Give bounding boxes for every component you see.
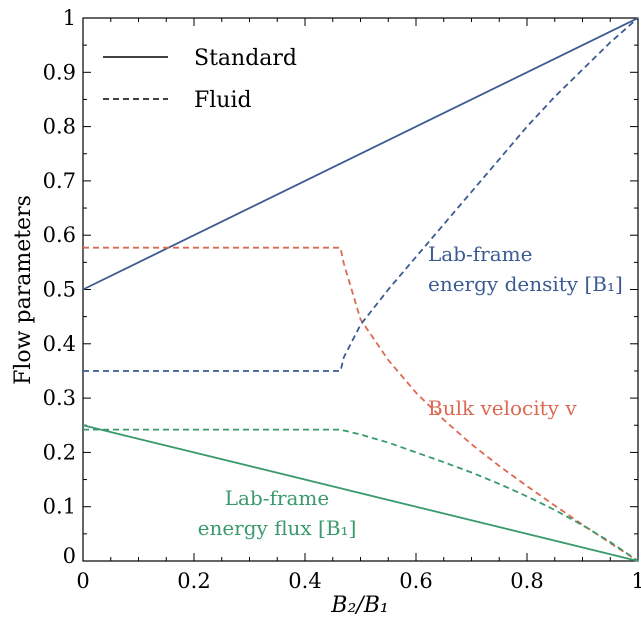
y-tick-label: 0.5 [43, 278, 76, 302]
series-layer [82, 17, 639, 562]
series-line-energy_density-solid [82, 17, 639, 291]
axis-ticks: 0 0.2 0.4 0.6 0.8 1 0 0.1 0.2 0.3 0.4 0.5 0.6 0.7 0.8 0… [43, 6, 641, 593]
y-tick-label: 0.9 [43, 60, 76, 84]
y-tick-label: 0.3 [43, 386, 76, 410]
x-tick-label: 0.2 [177, 569, 210, 593]
y-tick-label: 0 [63, 544, 76, 568]
annotations-layer: Lab-frame energy density [B₁] Bulk velocit… [198, 242, 623, 540]
x-tick-label: 0.4 [288, 569, 321, 593]
x-tick-label: 0.8 [510, 569, 543, 593]
y-tick-label: 0.6 [43, 223, 76, 247]
legend: Standard Fluid [103, 46, 297, 113]
legend-label: Standard [194, 46, 297, 71]
y-tick-label: 0.8 [43, 115, 76, 139]
x-tick-label: 0.6 [399, 569, 432, 593]
y-tick-label: 0.2 [43, 440, 76, 464]
x-axis-label: B₂/B₁ [330, 593, 388, 618]
x-tick-label: 1 [631, 569, 641, 593]
y-tick-label: 0.4 [43, 332, 76, 356]
series-line-energy_flux-solid [82, 424, 639, 562]
y-tick-label: 0.1 [43, 495, 76, 519]
annotation-energy_density: Lab-frame [428, 242, 532, 266]
series-line-energy_density-dashed [83, 17, 639, 372]
legend-label: Fluid [194, 88, 252, 113]
annotation-energy_density: energy density [B₁] [428, 272, 623, 296]
y-tick-label: 0.7 [43, 169, 76, 193]
series-line-bulk_velocity-dashed [83, 246, 639, 562]
y-axis-label: Flow parameters [11, 195, 36, 385]
y-tick-label: 1 [63, 6, 76, 30]
annotation-bulk_velocity: Bulk velocity v [428, 396, 577, 420]
annotation-energy_flux: Lab-frame [225, 486, 329, 510]
x-tick-label: 0 [76, 569, 89, 593]
annotation-energy_flux: energy flux [B₁] [198, 516, 357, 540]
